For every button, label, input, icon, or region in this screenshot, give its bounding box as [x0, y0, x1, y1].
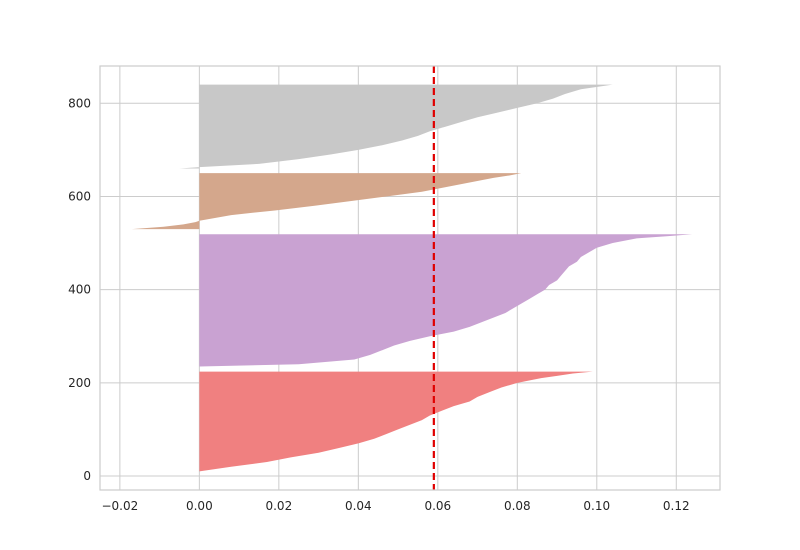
x-axis-ticks: −0.02 0.00 0.02 0.04 0.06 0.08 0.10 0.12: [101, 499, 689, 513]
x-tick-label: 0.12: [663, 499, 690, 513]
silhouette-area-cluster-1: [199, 234, 693, 367]
x-tick-label: 0.10: [583, 499, 610, 513]
plot-frame: [99, 65, 721, 491]
y-tick-label: 600: [68, 189, 91, 203]
x-tick-label: 0.08: [504, 499, 531, 513]
x-tick-label: −0.02: [101, 499, 138, 513]
x-tick-label: 0.00: [186, 499, 213, 513]
silhouette-areas: [131, 84, 693, 472]
y-tick-label: 800: [68, 96, 91, 110]
y-tick-label: 0: [83, 469, 91, 483]
x-tick-label: 0.04: [345, 499, 372, 513]
y-tick-label: 200: [68, 376, 91, 390]
y-tick-label: 400: [68, 283, 91, 297]
x-tick-label: 0.02: [265, 499, 292, 513]
silhouette-area-cluster-3: [179, 84, 613, 169]
silhouette-area-cluster-2: [131, 173, 522, 230]
silhouette-area-cluster-0: [199, 371, 593, 472]
x-tick-label: 0.06: [424, 499, 451, 513]
y-axis-ticks: 0 200 400 600 800: [68, 96, 91, 483]
